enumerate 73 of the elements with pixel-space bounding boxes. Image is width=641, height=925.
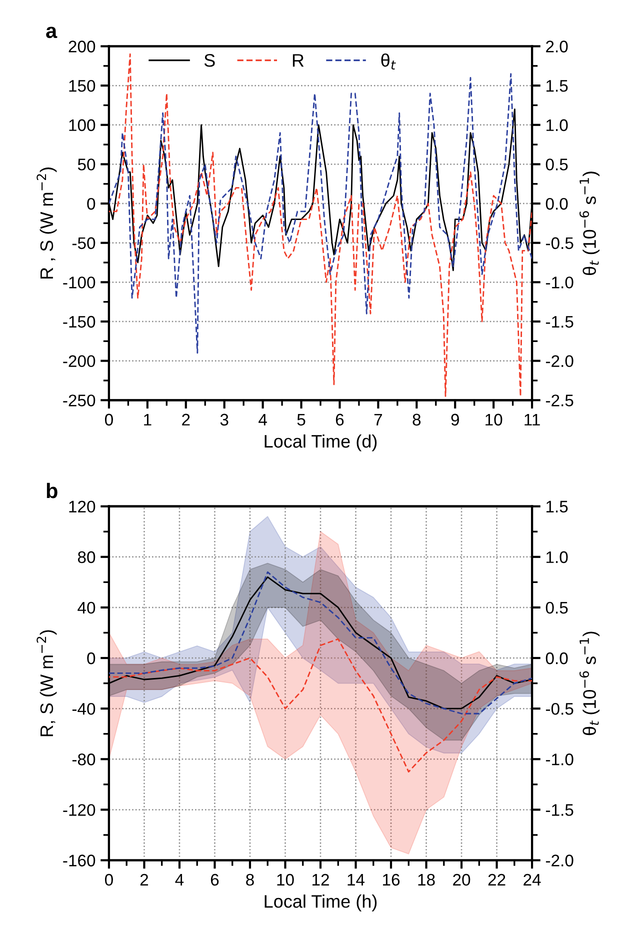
y2-tick-label: 1.5 xyxy=(546,80,568,92)
x-tick-label: 11 xyxy=(524,414,540,426)
y-tick-label: 150 xyxy=(69,80,96,92)
x-axis-title: Local Time (h) xyxy=(264,894,377,912)
chart-title: b xyxy=(46,482,58,498)
y2-tick-label: -1.5 xyxy=(546,804,574,816)
y2-tick-label: -2.5 xyxy=(546,394,574,406)
y2-tick-label: -1.0 xyxy=(546,276,574,288)
x-tick-label: 5 xyxy=(297,414,306,426)
legend-label: S xyxy=(204,54,215,67)
x-tick-label: 4 xyxy=(175,874,184,886)
y-tick-label: 40 xyxy=(78,602,96,614)
x-tick-label: 3 xyxy=(220,414,228,426)
x-tick-label: 2 xyxy=(182,414,190,426)
y-tick-label: 50 xyxy=(78,158,96,170)
x-axis-title: Local Time (d) xyxy=(264,434,377,452)
y2-tick-label: 1.0 xyxy=(546,119,568,132)
y2-axis-title: θ$_{t}$ (10$^{−6}$ s$^{−1}$) xyxy=(579,172,600,275)
x-tick-label: 6 xyxy=(210,874,219,886)
y-tick-label: -150 xyxy=(63,316,96,328)
y-tick-label: 100 xyxy=(69,119,96,132)
x-tick-label: 10 xyxy=(486,414,502,426)
y2-tick-label: 1.0 xyxy=(546,551,568,564)
x-tick-label: 4 xyxy=(258,414,267,426)
x-tick-label: 10 xyxy=(277,874,294,886)
line-series xyxy=(108,638,532,772)
y-tick-label: -200 xyxy=(63,355,96,368)
y-axis-title: R , S (W m$^{−2}$) xyxy=(36,168,57,279)
x-tick-label: 1 xyxy=(144,414,152,426)
y2-tick-label: 0.5 xyxy=(546,158,568,170)
y2-tick-label: 1.5 xyxy=(546,500,568,513)
x-tick-label: 20 xyxy=(453,874,470,886)
legend-label: θ$_{t}$ xyxy=(381,53,396,70)
x-tick-label: 6 xyxy=(336,414,344,426)
y-axis-title: R, S (W m$^{−2}$) xyxy=(36,630,57,736)
y2-tick-label: -1.0 xyxy=(546,754,574,766)
y2-tick-label: 0.5 xyxy=(546,602,568,614)
y2-tick-label: -2.0 xyxy=(546,355,574,368)
y-tick-label: -40 xyxy=(72,702,96,715)
y2-tick-label: 0.0 xyxy=(546,652,568,664)
x-tick-label: 8 xyxy=(412,414,421,426)
y2-tick-label: -1.5 xyxy=(546,316,574,328)
y-tick-label: -50 xyxy=(72,237,96,250)
x-tick-label: 7 xyxy=(374,414,382,426)
y-tick-label: 0 xyxy=(87,198,96,210)
y2-tick-label: -2.0 xyxy=(546,854,574,866)
y-tick-label: 120 xyxy=(69,500,96,513)
x-tick-label: 24 xyxy=(524,874,541,886)
y2-tick-label: 2.0 xyxy=(546,40,568,52)
y-tick-label: -100 xyxy=(63,276,96,288)
x-tick-label: 2 xyxy=(140,874,148,886)
legend-label: R xyxy=(292,54,304,67)
y-tick-label: -160 xyxy=(63,854,96,866)
x-tick-label: 18 xyxy=(418,874,435,886)
x-tick-label: 16 xyxy=(383,874,400,886)
y2-tick-label: -0.5 xyxy=(546,237,574,250)
chart-title: a xyxy=(46,26,58,38)
x-tick-label: 9 xyxy=(451,414,459,426)
x-tick-label: 0 xyxy=(104,414,113,426)
y-tick-label: -250 xyxy=(63,394,96,406)
y2-tick-label: 0.0 xyxy=(546,198,568,210)
y-tick-label: 0 xyxy=(87,652,96,664)
x-tick-label: 0 xyxy=(104,874,113,886)
x-tick-label: 8 xyxy=(246,874,254,886)
y-tick-label: -120 xyxy=(63,804,96,816)
y-tick-label: 80 xyxy=(78,551,96,564)
x-tick-label: 22 xyxy=(488,874,506,886)
y-tick-label: -80 xyxy=(72,754,96,766)
x-tick-label: 12 xyxy=(312,874,329,886)
y-tick-label: 200 xyxy=(68,40,96,52)
x-tick-label: 14 xyxy=(348,874,365,886)
y2-axis-title: θ$_{t}$ (10$^{−6}$ s$^{−1}$) xyxy=(579,632,600,736)
y2-tick-label: -0.5 xyxy=(546,702,574,715)
